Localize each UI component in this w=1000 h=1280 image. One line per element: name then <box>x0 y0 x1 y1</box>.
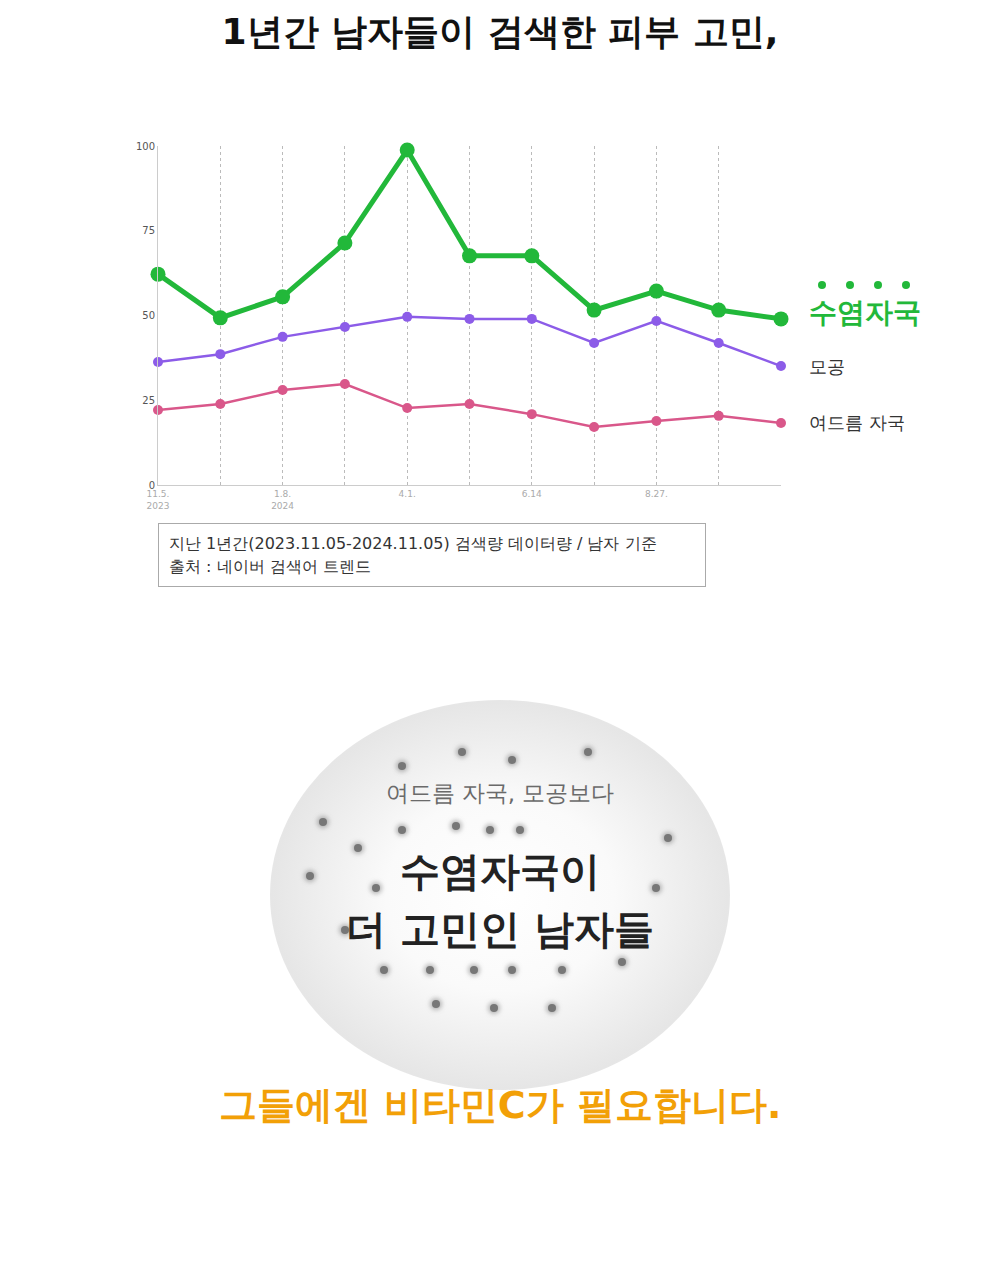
svg-text:11.5.2023: 11.5.2023 <box>147 489 170 511</box>
html-text:지난 1년간(2023.11.05-2024.11.05): 지난 1년간(2023.11.05-2024.11.05) 검색량 데이터량 /… <box>169 534 657 553</box>
svg-text:8.27.: 8.27. <box>645 489 668 499</box>
html-text:1년간 남자들이 검색한 피부 고민,: 1년간 남자들이 검색한 피부 고민, <box>221 11 779 52</box>
html-text:수염자국이: 수염자국이 <box>400 848 600 894</box>
svg-text:1.8.2024: 1.8.2024 <box>271 489 294 511</box>
html-text:그들에겐 비타민C가 필요합니다.: 그들에겐 비타민C가 필요합니다. <box>218 1083 782 1127</box>
html-text:출처 : 네이버 검색어 트렌드: 출처 : 네이버 검색어 트렌드 <box>169 557 371 576</box>
svg-text:6.14: 6.14 <box>522 489 542 499</box>
svg-text:75: 75 <box>142 225 155 236</box>
html-text:더 고민인 남자들: 더 고민인 남자들 <box>346 906 654 952</box>
svg-text:여드름 자국: 여드름 자국 <box>809 412 905 433</box>
svg-text:모공: 모공 <box>809 356 845 377</box>
html-text:여드름 자국, 모공보다: 여드름 자국, 모공보다 <box>385 780 615 806</box>
svg-text:100: 100 <box>136 141 155 152</box>
svg-text:0: 0 <box>149 480 155 491</box>
svg-text:25: 25 <box>142 395 155 406</box>
svg-text:50: 50 <box>142 310 155 321</box>
svg-text:4.1.: 4.1. <box>399 489 416 499</box>
svg-text:수염자국: 수염자국 <box>809 296 921 329</box>
